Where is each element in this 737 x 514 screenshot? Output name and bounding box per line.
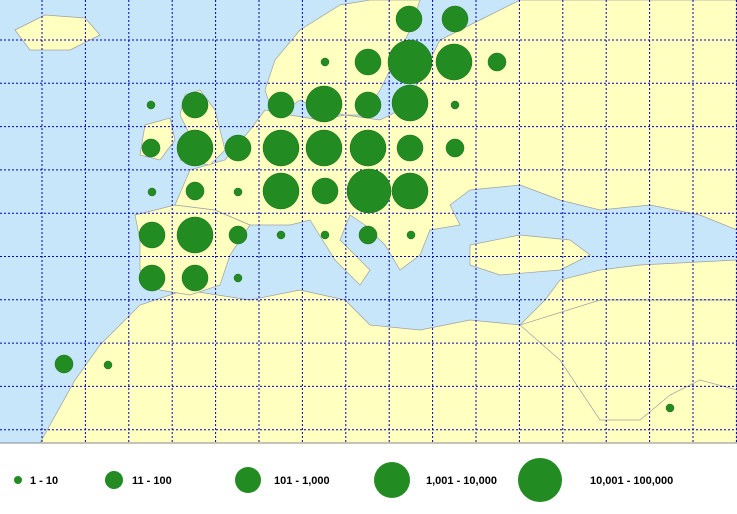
site-marker	[354, 48, 382, 76]
site-marker	[138, 264, 166, 292]
site-marker	[228, 225, 248, 245]
graticule	[0, 0, 737, 443]
site-marker	[305, 129, 343, 167]
site-marker	[147, 187, 157, 197]
legend-label: 101 - 1,000	[274, 475, 330, 487]
site-markers	[54, 5, 675, 413]
site-marker	[103, 360, 113, 370]
legend-label: 1,001 - 10,000	[426, 475, 497, 487]
site-marker	[665, 403, 675, 413]
site-marker	[391, 84, 429, 122]
legend-label: 10,001 - 100,000	[590, 475, 673, 487]
site-marker	[262, 172, 300, 210]
site-marker	[267, 91, 295, 119]
site-marker	[387, 39, 433, 85]
site-marker	[445, 138, 465, 158]
site-marker	[354, 91, 382, 119]
legend-symbol	[374, 462, 410, 498]
site-marker	[391, 172, 429, 210]
site-marker	[181, 91, 209, 119]
site-marker	[441, 5, 469, 33]
site-marker	[320, 57, 330, 67]
legend-symbol	[14, 476, 22, 484]
site-marker	[224, 134, 252, 162]
site-marker	[450, 100, 460, 110]
site-marker	[181, 264, 209, 292]
legend-symbol	[235, 467, 261, 493]
site-marker	[185, 181, 205, 201]
site-marker	[138, 221, 166, 249]
legend-label: 11 - 100	[132, 475, 172, 487]
site-marker	[276, 230, 286, 240]
site-marker	[396, 134, 424, 162]
site-marker	[435, 43, 473, 81]
site-marker	[349, 129, 387, 167]
site-marker	[146, 100, 156, 110]
legend-symbol	[105, 471, 123, 489]
site-marker	[305, 85, 343, 123]
site-marker	[487, 52, 507, 72]
site-marker	[54, 354, 74, 374]
site-marker	[311, 177, 339, 205]
site-marker	[233, 273, 243, 283]
legend-symbol	[518, 458, 562, 502]
legend: 1 - 10 11 - 100 101 - 1,000 1,001 - 10,000 1…	[14, 458, 673, 502]
site-marker	[406, 230, 416, 240]
site-marker	[262, 129, 300, 167]
site-marker	[233, 187, 243, 197]
site-marker	[141, 138, 161, 158]
legend-label: 1 - 10	[30, 475, 58, 487]
site-marker	[346, 168, 392, 214]
site-marker	[320, 230, 330, 240]
site-marker	[395, 5, 423, 33]
site-marker	[176, 216, 214, 254]
site-marker	[176, 129, 214, 167]
site-marker	[358, 225, 378, 245]
